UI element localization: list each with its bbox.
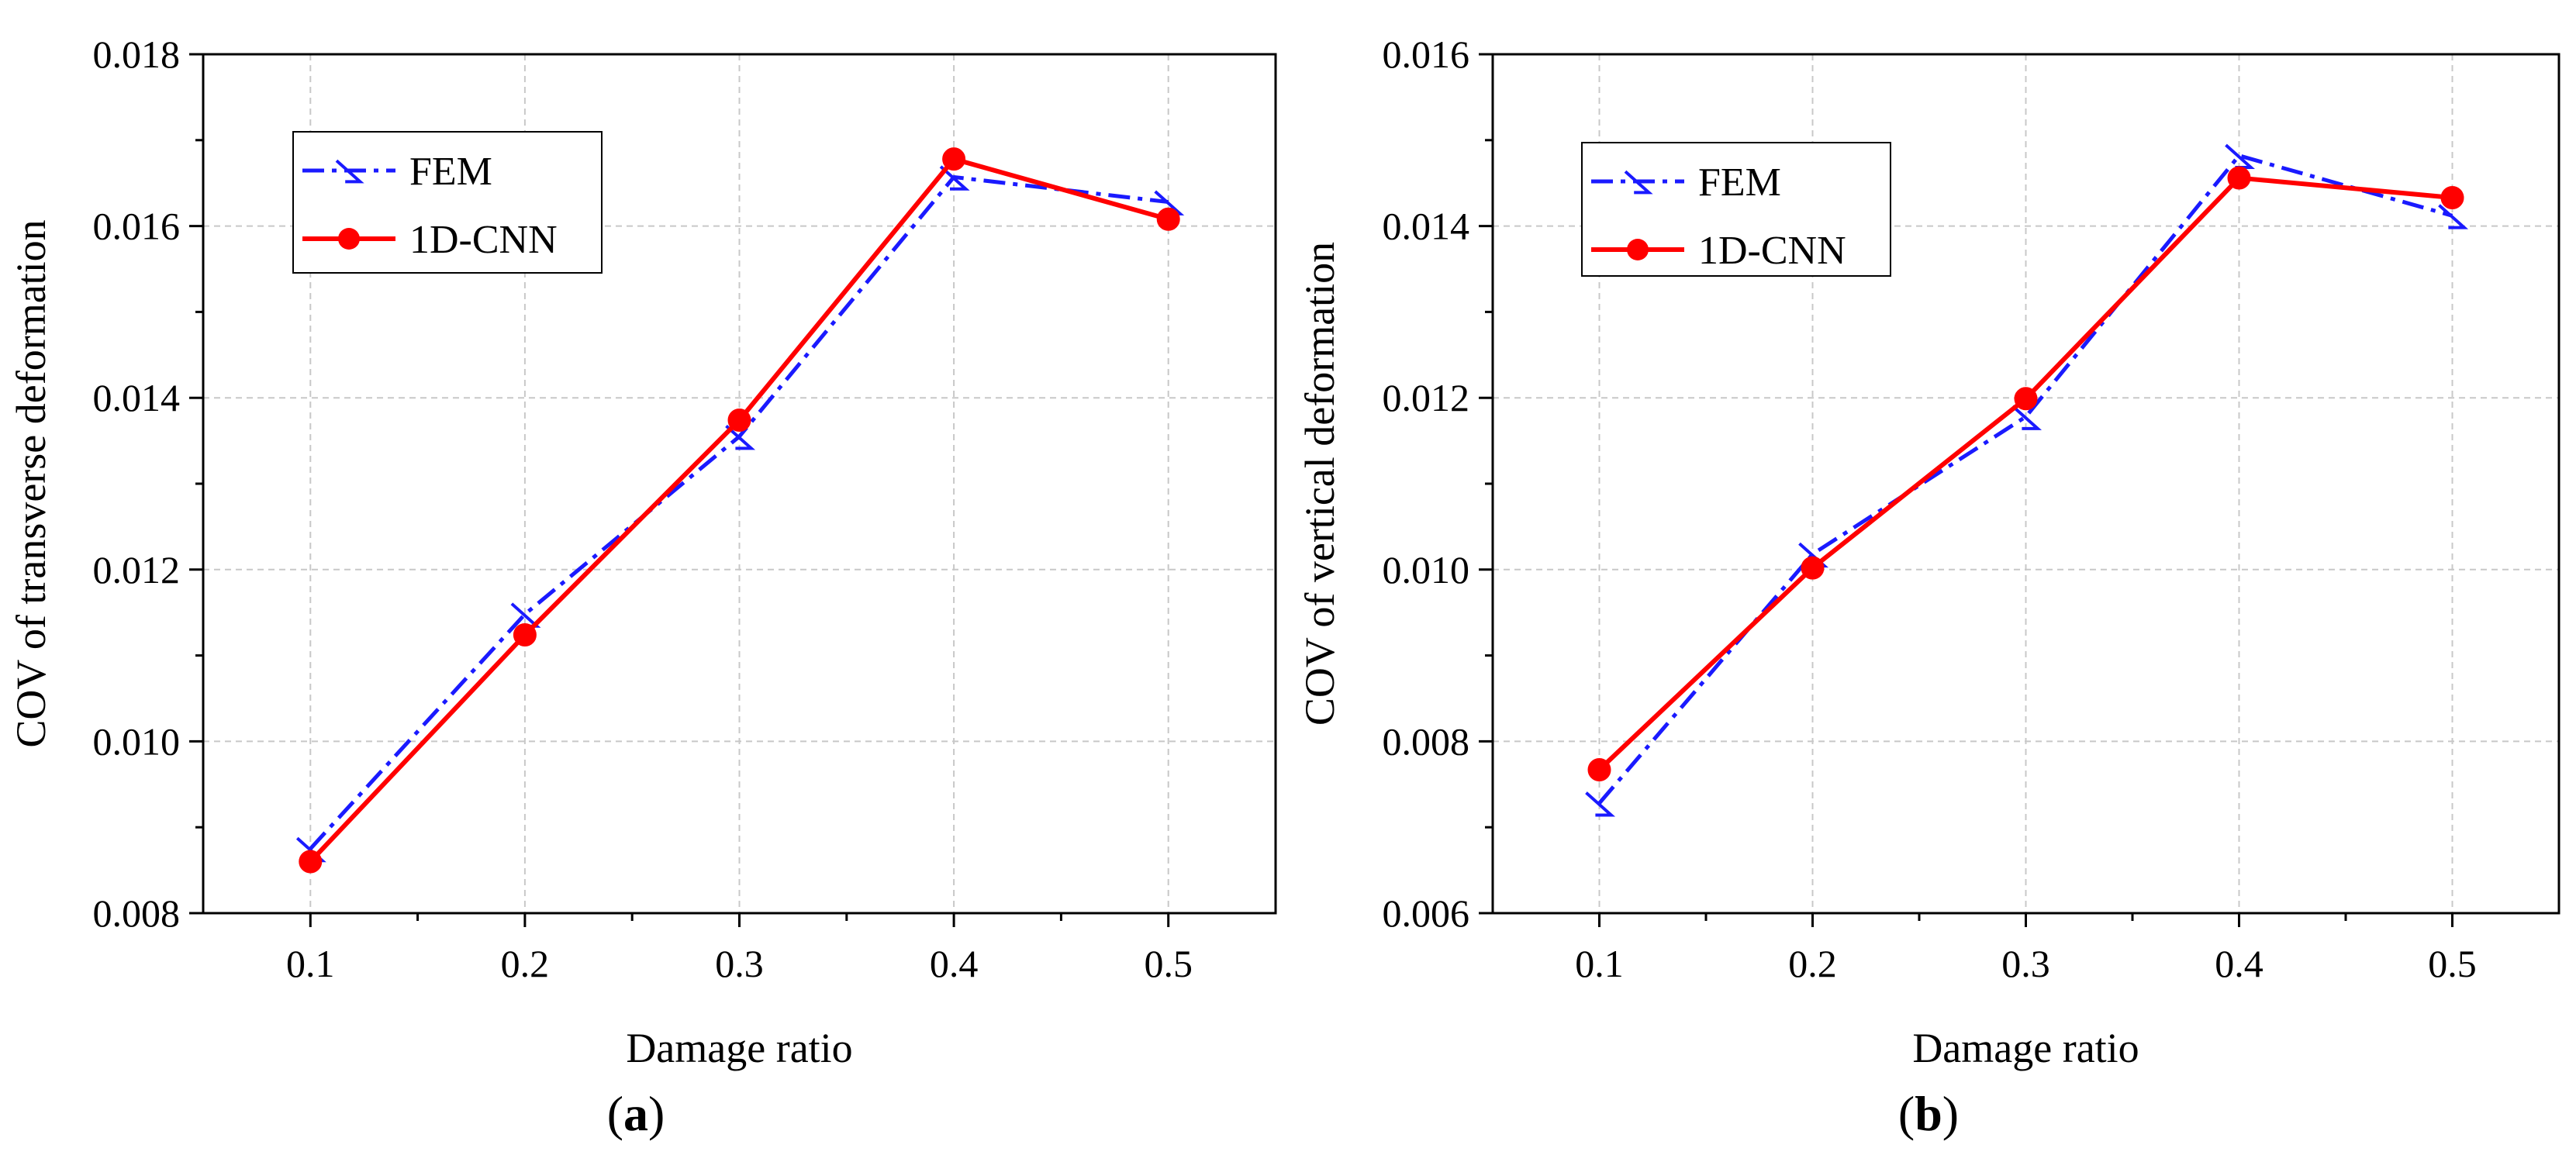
x-tick-label: 0.5: [2428, 942, 2477, 985]
data-point-1d-cnn: [1156, 207, 1180, 231]
legend-marker-1d-cnn: [338, 228, 360, 250]
y-tick-label: 0.012: [93, 548, 181, 591]
y-tick-label: 0.014: [1383, 205, 1470, 248]
y-tick-label: 0.010: [93, 719, 181, 763]
x-tick-label: 0.1: [1575, 942, 1624, 985]
data-point-1d-cnn: [727, 409, 751, 433]
panel-label-close-paren: ): [1942, 1086, 1959, 1141]
data-point-1d-cnn: [942, 147, 966, 171]
panel-label: (b): [1898, 1086, 1959, 1141]
legend-box: [292, 131, 603, 274]
x-axis-title: Damage ratio: [1912, 1025, 2139, 1071]
x-tick-label: 0.2: [501, 942, 550, 985]
data-point-fem: [2438, 204, 2469, 229]
y-tick-label: 0.014: [93, 376, 181, 419]
panel-label-open-paren: (: [607, 1086, 623, 1141]
y-axis-title: COV of transverse deformation: [8, 219, 54, 747]
x-tick-label: 0.4: [2215, 942, 2263, 985]
y-tick-label: 0.008: [93, 891, 181, 935]
x-tick-label: 0.4: [930, 942, 979, 985]
data-point-1d-cnn: [299, 850, 323, 874]
legend: FEM 1D-CNN: [292, 131, 603, 274]
legend-marker-fem: [1624, 170, 1653, 195]
data-point-1d-cnn: [2014, 387, 2038, 411]
x-tick-label: 0.3: [2001, 942, 2050, 985]
y-tick-label: 0.012: [1383, 376, 1470, 419]
chart-panel-b: 0.1 0.2 0.3 0.4 0.5 0.006 0.008 0.010 0.012 0.014…: [1297, 33, 2560, 1141]
legend-label: 1D-CNN: [409, 218, 558, 262]
data-point-1d-cnn: [1587, 757, 1611, 781]
data-point-fem: [725, 424, 756, 450]
x-tick-label: 0.2: [1788, 942, 1837, 985]
panel-label-open-paren: (: [1898, 1086, 1915, 1141]
x-tick-label: 0.5: [1144, 942, 1193, 985]
data-point-fem: [1585, 791, 1616, 817]
data-point-1d-cnn: [2440, 186, 2464, 210]
data-point-1d-cnn: [513, 623, 537, 647]
panel-label-close-paren: ): [648, 1086, 665, 1141]
panel-label-letter: a: [623, 1086, 648, 1141]
y-tick-label: 0.010: [1383, 548, 1470, 591]
data-point-1d-cnn: [1801, 556, 1825, 580]
panel-label-letter: b: [1915, 1086, 1942, 1141]
data-point-fem: [2011, 405, 2042, 430]
x-tick-label: 0.1: [286, 942, 335, 985]
legend-marker-fem: [335, 159, 364, 184]
legend-label: FEM: [409, 150, 492, 194]
data-point-fem: [939, 165, 970, 191]
legend-label: 1D-CNN: [1698, 229, 1846, 273]
y-axis-title: COV of vertical deformation: [1297, 242, 1343, 726]
y-tick-label: 0.016: [93, 205, 181, 248]
legend-marker-1d-cnn: [1627, 239, 1649, 260]
chart-panel-a: 0.1 0.2 0.3 0.4 0.5 0.008 0.010 0.012 0.014 0.016…: [8, 33, 1277, 1141]
panel-label: (a): [607, 1086, 665, 1141]
y-tick-label: 0.016: [1383, 33, 1470, 76]
y-tick-label: 0.006: [1383, 891, 1470, 935]
x-axis-title: Damage ratio: [626, 1025, 852, 1071]
data-point-1d-cnn: [2227, 166, 2251, 190]
y-tick-label: 0.008: [1383, 719, 1470, 763]
y-tick-label: 0.018: [93, 33, 181, 76]
legend: FEM 1D-CNN: [1581, 142, 1891, 277]
x-tick-label: 0.3: [715, 942, 764, 985]
legend-label: FEM: [1698, 160, 1781, 205]
